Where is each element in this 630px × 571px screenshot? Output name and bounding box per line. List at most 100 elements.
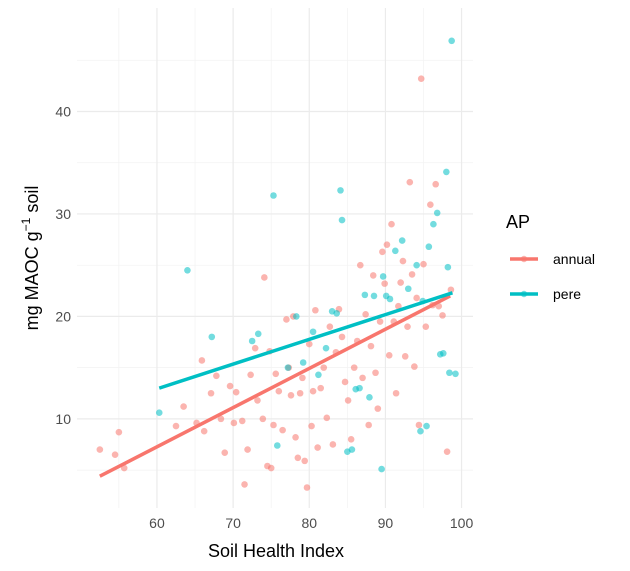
data-point-pere bbox=[337, 187, 344, 194]
data-point-annual bbox=[226, 382, 234, 390]
data-point-pere bbox=[338, 216, 346, 224]
data-point-pere bbox=[248, 337, 256, 345]
data-point-pere bbox=[299, 359, 307, 366]
data-point-annual bbox=[238, 417, 246, 425]
data-point-annual bbox=[241, 481, 248, 488]
data-point-pere bbox=[315, 371, 322, 379]
data-point-pere bbox=[425, 243, 433, 251]
data-point-pere bbox=[322, 344, 330, 352]
data-point-pere bbox=[208, 333, 216, 341]
data-point-annual bbox=[232, 388, 240, 396]
data-point-pere bbox=[273, 442, 281, 449]
minor-gridlines bbox=[77, 8, 473, 508]
data-point-annual bbox=[406, 178, 414, 186]
data-point-annual bbox=[180, 403, 187, 410]
data-points bbox=[96, 37, 459, 491]
data-point-annual bbox=[344, 397, 352, 404]
data-point-annual bbox=[356, 261, 364, 269]
data-point-pere bbox=[404, 285, 412, 293]
data-point-annual bbox=[408, 271, 416, 278]
data-point-annual bbox=[294, 454, 302, 462]
data-point-annual bbox=[287, 391, 295, 399]
data-point-pere bbox=[430, 220, 437, 228]
y-tick-label: 10 bbox=[55, 411, 71, 427]
data-point-annual bbox=[341, 378, 349, 386]
data-point-annual bbox=[415, 421, 423, 429]
data-point-pere bbox=[184, 266, 191, 274]
data-point-annual bbox=[338, 333, 346, 341]
legend-key-pere bbox=[510, 290, 538, 298]
legend-label-pere: pere bbox=[553, 286, 581, 302]
data-point-annual bbox=[296, 389, 304, 397]
data-point-annual bbox=[309, 387, 317, 395]
data-point-pere bbox=[452, 370, 459, 378]
legend: AP annual pere bbox=[506, 212, 595, 302]
trend-line-annual bbox=[99, 294, 451, 478]
y-axis-title: mg MAOC g−1 soil bbox=[19, 186, 42, 331]
data-point-pere bbox=[392, 247, 399, 255]
data-point-annual bbox=[200, 427, 208, 435]
legend-title: AP bbox=[506, 212, 530, 232]
data-point-annual bbox=[422, 323, 430, 330]
data-point-pere bbox=[440, 349, 447, 357]
data-point-annual bbox=[350, 364, 358, 371]
x-tick-label: 60 bbox=[149, 515, 165, 531]
data-point-annual bbox=[314, 444, 321, 451]
data-point-pere bbox=[293, 313, 300, 320]
major-gridlines bbox=[77, 8, 473, 508]
y-axis-title-tail: soil bbox=[22, 186, 42, 218]
data-point-pere bbox=[309, 328, 317, 336]
data-point-annual bbox=[312, 306, 319, 314]
data-point-annual bbox=[244, 446, 251, 453]
data-point-annual bbox=[259, 415, 267, 423]
data-point-annual bbox=[275, 387, 283, 395]
x-tick-label: 90 bbox=[378, 515, 394, 531]
data-point-pere bbox=[356, 384, 363, 392]
data-point-annual bbox=[367, 342, 375, 350]
data-point-pere bbox=[155, 409, 163, 417]
x-axis-title: Soil Health Index bbox=[208, 541, 344, 561]
data-point-annual bbox=[439, 312, 446, 319]
data-point-annual bbox=[417, 75, 425, 82]
data-point-annual bbox=[392, 389, 400, 397]
data-point-annual bbox=[213, 372, 220, 380]
data-point-annual bbox=[427, 201, 434, 209]
data-point-annual bbox=[369, 272, 377, 279]
data-point-annual bbox=[251, 344, 259, 352]
data-point-annual bbox=[376, 318, 384, 325]
trend-lines bbox=[99, 291, 453, 478]
data-point-annual bbox=[388, 220, 395, 228]
data-point-annual bbox=[347, 436, 355, 443]
data-point-annual bbox=[96, 446, 104, 453]
data-point-annual bbox=[272, 370, 280, 378]
data-point-pere bbox=[386, 295, 394, 303]
data-point-annual bbox=[283, 316, 290, 323]
legend-label-annual: annual bbox=[553, 251, 595, 267]
data-point-annual bbox=[329, 441, 337, 448]
data-point-pere bbox=[444, 263, 452, 271]
data-point-pere bbox=[378, 465, 385, 473]
data-point-annual bbox=[207, 389, 215, 397]
data-point-pere bbox=[446, 369, 453, 377]
data-point-annual bbox=[254, 397, 261, 404]
data-point-annual bbox=[447, 286, 455, 294]
data-point-pere bbox=[284, 364, 292, 371]
x-tick-labels: 60 70 80 90 100 bbox=[149, 515, 473, 531]
data-point-annual bbox=[320, 364, 328, 371]
y-axis-title-sup: −1 bbox=[19, 217, 33, 231]
legend-point-pere bbox=[520, 290, 528, 298]
data-point-pere bbox=[417, 427, 424, 435]
data-point-annual bbox=[172, 422, 180, 430]
data-point-pere bbox=[423, 422, 430, 430]
data-point-annual bbox=[372, 369, 379, 377]
data-point-annual bbox=[411, 363, 418, 370]
data-point-annual bbox=[217, 415, 225, 423]
y-tick-labels: 10 20 30 40 bbox=[55, 103, 71, 426]
data-point-pere bbox=[254, 330, 262, 338]
data-point-annual bbox=[383, 241, 391, 248]
legend-key-annual bbox=[510, 255, 538, 263]
data-point-annual bbox=[432, 180, 439, 188]
data-point-pere bbox=[433, 209, 441, 217]
data-point-annual bbox=[413, 294, 420, 302]
data-point-annual bbox=[303, 484, 311, 491]
